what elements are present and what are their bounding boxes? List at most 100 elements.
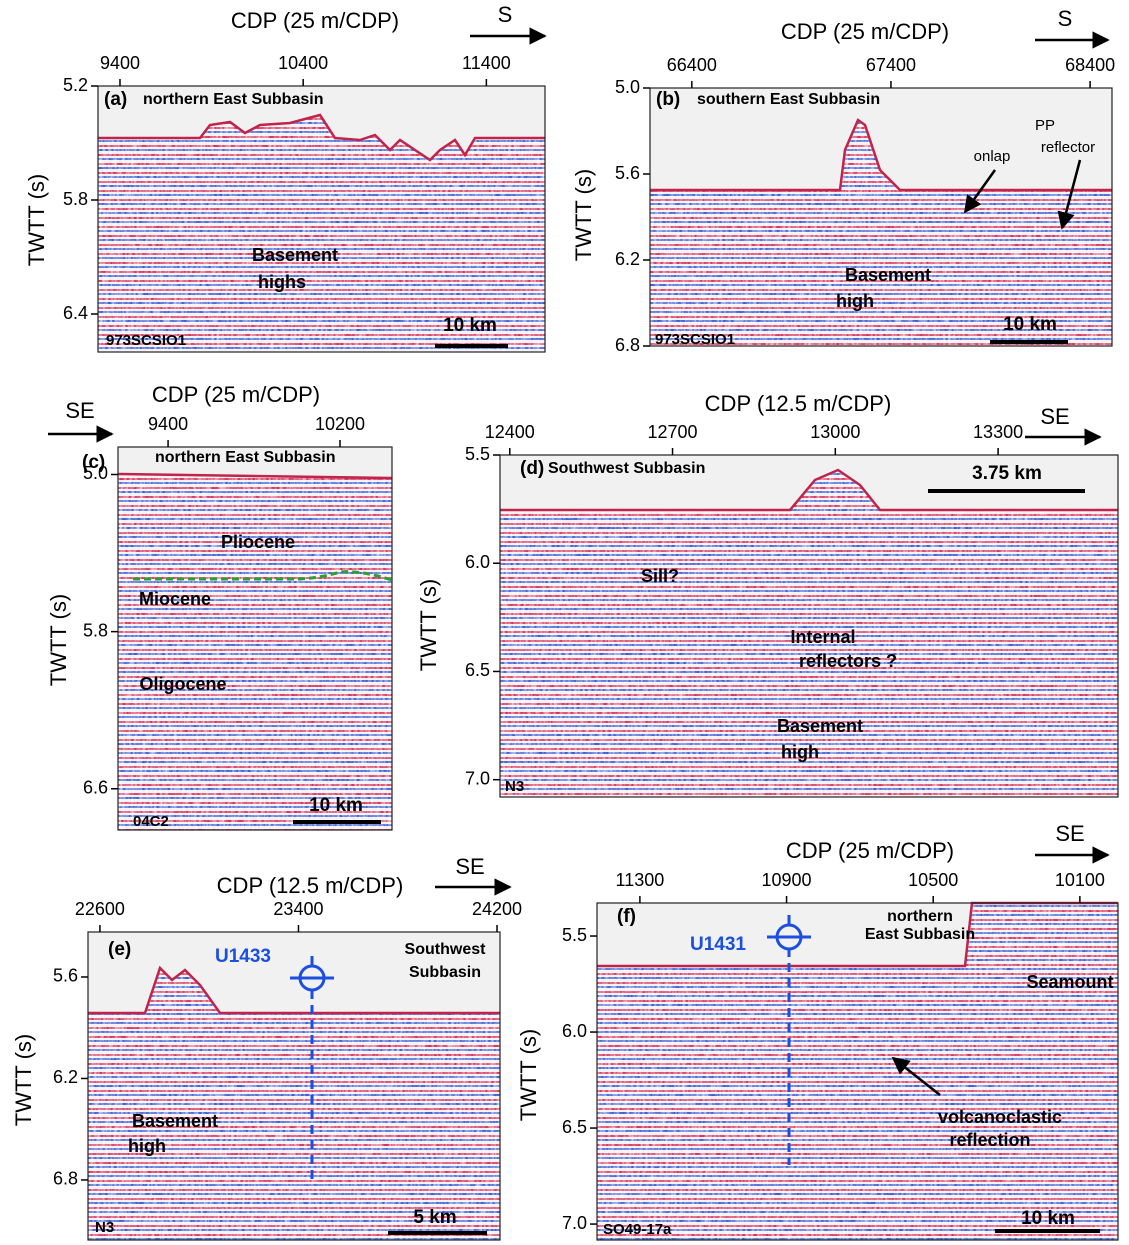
annotation: Basement xyxy=(252,245,338,265)
well-label: U1433 xyxy=(215,946,271,967)
y-tick-label: 6.5 xyxy=(562,1117,587,1137)
panel-title: southern East Subbasin xyxy=(697,91,880,108)
y-axis-label: TWTT (s) xyxy=(516,1029,541,1121)
x-tick-label: 12400 xyxy=(485,422,535,442)
frame xyxy=(97,85,546,353)
annotation: Seamount xyxy=(1026,972,1113,992)
x-tick-label: 10100 xyxy=(1055,870,1105,890)
frame xyxy=(649,87,1113,347)
x-tick-label: 9400 xyxy=(100,53,140,73)
line-name: SO49-17a xyxy=(603,1221,672,1238)
noise xyxy=(98,115,545,352)
y-axis-label: TWTT (s) xyxy=(11,1034,36,1126)
seafloor xyxy=(88,965,500,1015)
frame xyxy=(499,454,1119,798)
annotation: high xyxy=(781,742,819,762)
scale-bar-label: 10 km xyxy=(1003,314,1057,335)
y-axis-label: TWTT (s) xyxy=(416,579,441,671)
annotation: high xyxy=(128,1136,166,1156)
y-tick-label: 5.8 xyxy=(63,189,88,209)
panel-title: Southwest xyxy=(405,941,487,958)
x-tick-label: 11400 xyxy=(462,53,511,73)
seafloor xyxy=(98,113,545,162)
y-tick-label: 6.6 xyxy=(83,778,108,798)
annotation: Miocene xyxy=(139,589,211,609)
panel xyxy=(499,454,1119,798)
panel-label: (f) xyxy=(617,906,636,927)
line-name: 973SCSIO1 xyxy=(655,331,735,348)
panel-title: Subbasin xyxy=(409,964,481,981)
x-tick-label: 10900 xyxy=(762,870,812,890)
x-tick-label: 10200 xyxy=(315,414,365,434)
y-axis-label: TWTT (s) xyxy=(46,594,71,686)
y-tick-label: 6.0 xyxy=(465,552,490,572)
x-tick-label: 9400 xyxy=(148,414,188,434)
x-tick-label: 10400 xyxy=(278,53,328,73)
y-tick-label: 6.8 xyxy=(615,335,640,355)
panel-title: Southwest Subbasin xyxy=(548,460,705,477)
annotation: Oligocene xyxy=(139,674,226,694)
y-tick-label: 5.2 xyxy=(63,75,88,95)
y-axis-label: TWTT (s) xyxy=(24,174,49,266)
y-axis-label: TWTT (s) xyxy=(571,169,596,261)
panel-title: northern East Subbasin xyxy=(143,91,323,108)
frame xyxy=(87,931,501,1241)
annotation: Sill? xyxy=(641,566,679,586)
direction-label: S xyxy=(498,2,513,27)
panel xyxy=(87,931,501,1241)
panel xyxy=(117,446,393,831)
x-axis-label: CDP (12.5 m/CDP) xyxy=(217,873,404,898)
seafloor xyxy=(500,468,1118,512)
x-tick-label: 13300 xyxy=(973,422,1023,442)
annotation: Basement xyxy=(132,1111,218,1131)
panel xyxy=(596,901,1119,1241)
annotation: Pliocene xyxy=(221,532,295,552)
panel xyxy=(649,87,1113,347)
panel-title: northern xyxy=(887,908,953,925)
annotation-arrow xyxy=(1057,159,1082,230)
x-tick-label: 11300 xyxy=(616,870,665,890)
y-tick-label: 7.0 xyxy=(465,768,490,788)
line-name: N3 xyxy=(505,778,524,795)
y-tick-label: 6.2 xyxy=(53,1067,78,1087)
x-tick-label: 22600 xyxy=(75,899,125,919)
y-tick-label: 5.6 xyxy=(615,163,640,183)
x-tick-label: 12700 xyxy=(648,422,698,442)
well-label: U1431 xyxy=(690,934,746,955)
x-tick-label: 23400 xyxy=(273,899,323,919)
annotation-arrow xyxy=(891,1056,941,1096)
seafloor xyxy=(650,118,1112,192)
direction-label: SE xyxy=(455,854,484,879)
x-tick-label: 24200 xyxy=(472,899,522,919)
panel-label: (e) xyxy=(108,939,131,960)
y-tick-label: 5.8 xyxy=(83,620,108,640)
scale-bar-label: 10 km xyxy=(1021,1208,1075,1229)
y-tick-label: 5.0 xyxy=(83,463,108,483)
x-axis-label: CDP (25 m/CDP) xyxy=(231,8,399,33)
y-tick-label: 6.4 xyxy=(63,303,88,323)
line-name: 04C2 xyxy=(133,813,169,830)
y-tick-label: 5.0 xyxy=(615,77,640,97)
direction-label: SE xyxy=(1040,404,1069,429)
annotation: Basement xyxy=(845,265,931,285)
direction-label: SE xyxy=(1055,821,1084,846)
x-tick-label: 68400 xyxy=(1065,55,1115,75)
annotation: highs xyxy=(258,272,306,292)
y-tick-label: 6.8 xyxy=(53,1169,78,1189)
annotation: Basement xyxy=(777,716,863,736)
annotation-arrow xyxy=(963,169,997,214)
panel-title: northern East Subbasin xyxy=(155,449,335,466)
x-tick-label: 67400 xyxy=(866,55,916,75)
panel-title: East Subbasin xyxy=(865,926,975,943)
scale-bar-label: 10 km xyxy=(443,315,497,336)
annotation: Internal xyxy=(790,627,855,647)
noise xyxy=(500,470,1118,797)
y-tick-label: 5.6 xyxy=(53,966,78,986)
y-tick-label: 7.0 xyxy=(562,1213,587,1233)
panel-label: (b) xyxy=(656,89,680,110)
x-tick-label: 10500 xyxy=(908,870,958,890)
panel-label: (c) xyxy=(82,452,105,473)
scale-bar-label: 10 km xyxy=(309,795,363,816)
x-axis-label: CDP (25 m/CDP) xyxy=(786,838,954,863)
